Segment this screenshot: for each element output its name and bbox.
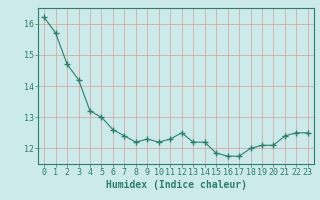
- X-axis label: Humidex (Indice chaleur): Humidex (Indice chaleur): [106, 180, 246, 190]
